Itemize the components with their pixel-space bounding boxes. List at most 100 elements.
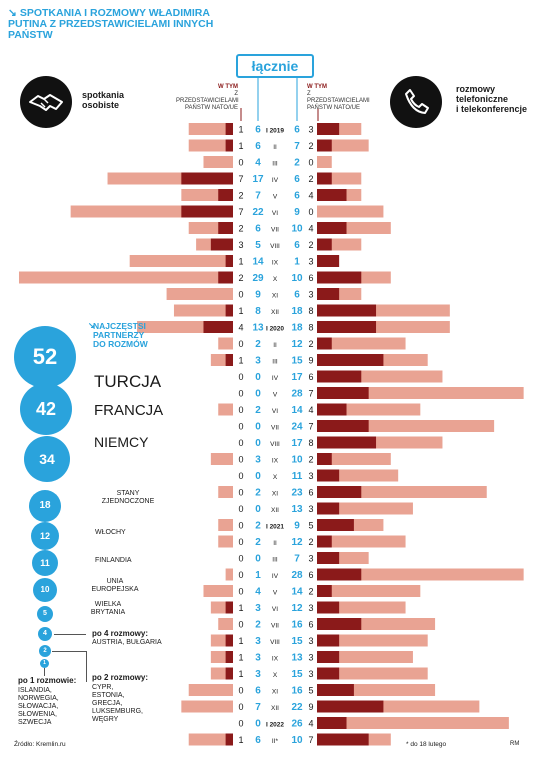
call-total-label: 28 xyxy=(291,389,303,400)
right-label-3: i telekonferencje xyxy=(456,104,528,114)
meet-total-label: 2 xyxy=(255,521,261,532)
call-total-label: 12 xyxy=(291,339,303,350)
call-nato-bar xyxy=(317,667,340,680)
month-label: I 2022 xyxy=(266,722,284,729)
month-label: VII xyxy=(271,425,279,432)
po2-item: CYPR, xyxy=(92,684,114,691)
call-nato-bar xyxy=(317,700,384,713)
meet-bar xyxy=(188,684,233,696)
partner-bubble: 12 xyxy=(31,522,59,550)
left-side-label: spotkania osobiste xyxy=(82,90,124,110)
partners-title: NAJCZĘSTSI PARTNERZY DO ROZMÓW xyxy=(93,322,148,349)
meet-nato-bar xyxy=(218,189,233,201)
call-total-label: 13 xyxy=(291,653,303,664)
call-nato-label: 0 xyxy=(308,158,313,168)
meet-nato-label: 1 xyxy=(238,735,243,745)
wtym-right-text: Z PRZEDSTAWICIELAMI PAŃSTW NATO/UE xyxy=(307,91,370,111)
call-nato-label: 2 xyxy=(308,537,313,547)
call-nato-label: 8 xyxy=(308,323,313,333)
call-nato-label: 5 xyxy=(308,686,313,696)
meet-total-label: 9 xyxy=(255,290,261,301)
call-nato-label: 8 xyxy=(308,438,313,448)
meet-nato-label: 1 xyxy=(238,141,243,151)
call-nato-label: 2 xyxy=(308,240,313,250)
po2-item: LUKSEMBURG, xyxy=(92,708,143,715)
call-total-label: 12 xyxy=(291,537,303,548)
month-label: V xyxy=(273,194,278,201)
month-label: IV xyxy=(272,177,279,184)
meet-nato-label: 1 xyxy=(238,356,243,366)
call-nato-label: 6 xyxy=(308,570,313,580)
call-nato-label: 6 xyxy=(308,372,313,382)
call-bar xyxy=(317,535,406,548)
source-note: Źródło: Kremlin.ru xyxy=(14,741,66,748)
call-nato-label: 6 xyxy=(308,488,313,498)
meet-total-label: 2 xyxy=(255,405,261,416)
meet-nato-bar xyxy=(225,304,233,317)
meet-nato-bar xyxy=(210,238,233,251)
call-nato-bar xyxy=(317,172,332,185)
meet-nato-bar xyxy=(225,139,233,152)
call-nato-label: 6 xyxy=(308,273,313,283)
partners-arrow-icon: ↘ xyxy=(88,321,95,330)
call-bar xyxy=(317,651,413,663)
call-total-label: 28 xyxy=(291,570,303,581)
meet-nato-label: 0 xyxy=(238,587,243,597)
meet-total-label: 6 xyxy=(255,125,261,136)
connector-line xyxy=(52,651,87,682)
call-nato-label: 2 xyxy=(308,587,313,597)
po1-item: NORWEGIA, xyxy=(18,695,59,702)
month-label: X xyxy=(273,672,278,679)
meet-total-label: 2 xyxy=(255,339,261,350)
meet-total-label: 22 xyxy=(252,207,264,218)
meet-nato-label: 2 xyxy=(238,191,243,201)
meet-nato-bar xyxy=(225,255,233,267)
partner-bubble: 5 xyxy=(37,606,53,622)
call-nato-bar xyxy=(317,519,354,531)
call-nato-label: 2 xyxy=(308,455,313,465)
meet-nato-bar xyxy=(225,123,233,135)
month-label: VIII xyxy=(270,441,280,448)
call-nato-label: 7 xyxy=(308,422,313,432)
partner-label: NIEMCY xyxy=(94,434,149,450)
call-total-label: 1 xyxy=(294,257,300,268)
meet-nato-label: 0 xyxy=(238,158,243,168)
po2-item: GRECJA, xyxy=(92,700,123,707)
call-nato-label: 2 xyxy=(308,141,313,151)
meet-nato-label: 0 xyxy=(238,719,243,729)
call-nato-bar xyxy=(317,634,340,647)
call-nato-bar xyxy=(317,552,340,564)
meet-bar xyxy=(225,568,233,581)
call-nato-label: 4 xyxy=(308,224,313,234)
month-label: X xyxy=(273,276,278,283)
meet-nato-label: 0 xyxy=(238,488,243,498)
meet-nato-label: 1 xyxy=(238,306,243,316)
meet-total-label: 2 xyxy=(255,620,261,631)
meet-nato-label: 0 xyxy=(238,405,243,415)
call-nato-bar xyxy=(317,387,369,399)
partners-title-1: NAJCZĘSTSI xyxy=(93,321,146,331)
wtym-left-head: W TYM xyxy=(218,84,238,90)
wtym-left-text: Z PRZEDSTAWICIELAMI PAŃSTW NATO/UE xyxy=(176,91,239,111)
call-total-label: 14 xyxy=(291,587,303,598)
meet-total-label: 4 xyxy=(255,587,261,598)
call-nato-label: 4 xyxy=(308,405,313,415)
meet-bar xyxy=(218,337,233,350)
meet-nato-label: 1 xyxy=(238,257,243,267)
call-nato-label: 3 xyxy=(308,653,313,663)
month-label: IV xyxy=(272,573,279,580)
meet-total-label: 0 xyxy=(255,372,261,383)
meet-total-label: 3 xyxy=(255,455,261,466)
call-nato-bar xyxy=(317,502,340,515)
meet-nato-label: 0 xyxy=(238,686,243,696)
call-total-label: 10 xyxy=(291,735,303,746)
meet-nato-label: 0 xyxy=(238,290,243,300)
meet-total-label: 0 xyxy=(255,554,261,565)
call-nato-label: 3 xyxy=(308,554,313,564)
call-nato-label: 5 xyxy=(308,521,313,531)
meet-bar xyxy=(218,403,233,416)
meet-nato-label: 1 xyxy=(238,125,243,135)
partner-label: STANY ZJEDNOCZONE xyxy=(101,490,155,505)
month-label: II* xyxy=(272,738,279,745)
meet-nato-bar xyxy=(218,222,233,234)
